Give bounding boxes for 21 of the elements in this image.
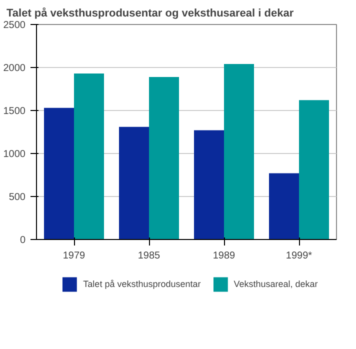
y-tick-label: 500 <box>8 192 26 203</box>
legend-label: Veksthusareal, dekar <box>234 279 318 289</box>
legend-label: Talet på veksthusprodusentar <box>83 279 201 289</box>
bar <box>74 74 104 240</box>
bar <box>269 173 299 240</box>
y-tick-label: 2000 <box>3 63 26 74</box>
y-tick-label: 2500 <box>3 20 26 31</box>
x-tick-label: 1985 <box>138 250 161 262</box>
chart-title: Talet på veksthusprodusentar og veksthusareal i dekar <box>6 6 294 20</box>
x-tick-label: 1989 <box>212 250 236 262</box>
y-tick-label: 0 <box>20 235 26 246</box>
y-tick-label: 1000 <box>3 149 26 160</box>
bar <box>224 64 254 240</box>
bar <box>299 100 329 240</box>
bar <box>119 126 149 240</box>
bar <box>194 130 224 240</box>
bar <box>149 76 179 240</box>
x-tick-label: 1999* <box>286 250 312 262</box>
bar <box>44 108 74 240</box>
y-tick-label: 1500 <box>3 106 26 117</box>
x-tick-label: 1979 <box>62 250 86 262</box>
